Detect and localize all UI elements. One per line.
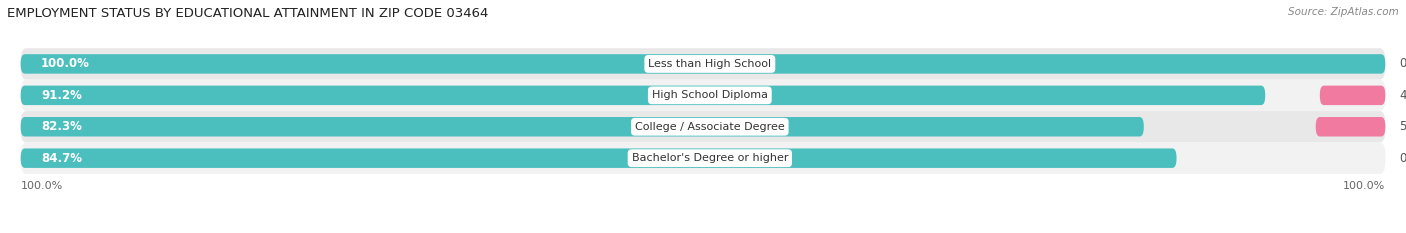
Text: 100.0%: 100.0%	[21, 181, 63, 191]
Text: 4.8%: 4.8%	[1399, 89, 1406, 102]
Text: EMPLOYMENT STATUS BY EDUCATIONAL ATTAINMENT IN ZIP CODE 03464: EMPLOYMENT STATUS BY EDUCATIONAL ATTAINM…	[7, 7, 488, 20]
FancyBboxPatch shape	[21, 148, 1177, 168]
FancyBboxPatch shape	[1320, 86, 1385, 105]
Text: 5.1%: 5.1%	[1399, 120, 1406, 133]
Text: 84.7%: 84.7%	[41, 152, 82, 165]
Text: 91.2%: 91.2%	[41, 89, 82, 102]
Text: Less than High School: Less than High School	[648, 59, 772, 69]
FancyBboxPatch shape	[21, 54, 1385, 74]
Text: Bachelor's Degree or higher: Bachelor's Degree or higher	[631, 153, 789, 163]
FancyBboxPatch shape	[21, 117, 1144, 137]
FancyBboxPatch shape	[1316, 117, 1385, 137]
Text: College / Associate Degree: College / Associate Degree	[636, 122, 785, 132]
Text: 100.0%: 100.0%	[41, 57, 90, 70]
Text: 0.0%: 0.0%	[1399, 57, 1406, 70]
Text: 0.0%: 0.0%	[1399, 152, 1406, 165]
FancyBboxPatch shape	[21, 142, 1385, 174]
FancyBboxPatch shape	[21, 80, 1385, 111]
FancyBboxPatch shape	[21, 48, 1385, 80]
FancyBboxPatch shape	[21, 86, 1265, 105]
Text: 82.3%: 82.3%	[41, 120, 82, 133]
Text: High School Diploma: High School Diploma	[652, 90, 768, 100]
Text: 100.0%: 100.0%	[1343, 181, 1385, 191]
FancyBboxPatch shape	[21, 111, 1385, 142]
Text: Source: ZipAtlas.com: Source: ZipAtlas.com	[1288, 7, 1399, 17]
